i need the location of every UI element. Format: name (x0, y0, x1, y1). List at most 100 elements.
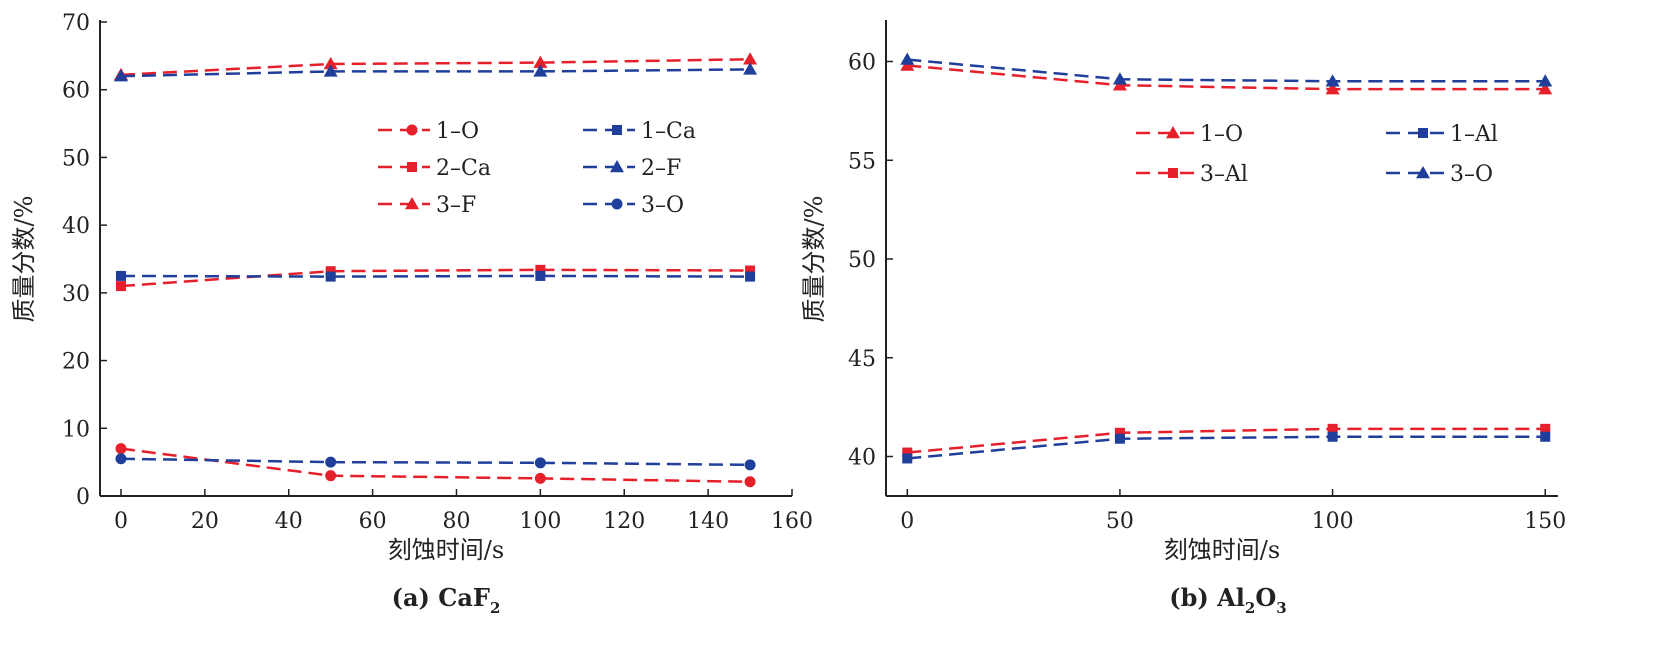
data-point (533, 64, 548, 77)
legend-marker (407, 162, 417, 172)
legend-marker (612, 125, 622, 135)
series-line (907, 427, 1546, 454)
data-point (1325, 74, 1340, 87)
legend-item: 3–F (378, 193, 476, 218)
data-point (1540, 431, 1551, 442)
data-point (743, 52, 758, 65)
data-point (113, 69, 128, 82)
legend-label: 3–Al (1200, 162, 1248, 187)
legend-item: 3–O (1386, 162, 1493, 187)
legend-label: 1–Ca (641, 119, 696, 144)
x-tick-label: 100 (1312, 509, 1354, 534)
chart-panel-a: 0 10 20 30 40 50 60 70 0 20 40 60 80 100 120 140 160 刻蚀时间… (10, 11, 813, 617)
data-point (323, 56, 338, 70)
legend-label: 3–O (641, 193, 684, 218)
y-tick-label: 30 (62, 282, 90, 307)
series-line (907, 435, 1546, 460)
y-tick-label: 40 (62, 214, 90, 239)
y-tick-label: 55 (848, 149, 876, 174)
y-tick-label: 10 (62, 417, 90, 442)
legend-marker (610, 160, 624, 173)
y-tick-label: 50 (848, 248, 876, 273)
y-tick-label: 40 (848, 446, 876, 471)
y-tick-label: 70 (62, 11, 90, 36)
series-3–O (115, 453, 756, 471)
x-tick-label: 150 (1524, 509, 1566, 534)
data-point (902, 447, 913, 458)
y-tick-label: 60 (848, 51, 876, 76)
data-point (325, 271, 336, 282)
legend-label: 1–O (1200, 122, 1243, 147)
data-point (745, 265, 756, 276)
legend-item: 1–O (378, 119, 479, 144)
data-point (533, 55, 548, 68)
caption-main: CaF (438, 583, 490, 612)
series-line (120, 274, 751, 278)
legend-item: 1–O (1136, 122, 1243, 147)
data-point (115, 443, 127, 455)
legend-item: 2–Ca (378, 156, 491, 181)
x-tick-label: 140 (687, 509, 729, 534)
caption-subscript: 2 (490, 599, 500, 617)
series-line (120, 57, 751, 77)
data-point (115, 281, 126, 292)
caption-subscript-2: 3 (1276, 599, 1286, 617)
data-point (534, 472, 546, 484)
data-point (323, 64, 338, 77)
x-tick-label: 20 (191, 509, 219, 534)
data-point (745, 271, 756, 282)
series-line (120, 447, 751, 484)
x-tick-label: 160 (771, 509, 813, 534)
x-tick-label: 40 (275, 509, 303, 534)
legend: 1–O 2–Ca 3–F 1–Ca 2–F 3–O (378, 119, 696, 218)
legend-marker (405, 197, 419, 210)
y-axis-label: 质量分数/% (800, 196, 828, 323)
y-axis-label: 质量分数/% (10, 196, 38, 323)
legend: 1–O 3–Al 1–Al 3–O (1136, 122, 1498, 187)
data-point (902, 453, 913, 464)
data-point (1114, 433, 1125, 444)
legend-marker (1168, 168, 1178, 178)
legend-item: 1–Al (1386, 122, 1498, 147)
legend-marker (406, 124, 418, 136)
data-point (534, 457, 546, 469)
x-tick-label: 0 (114, 509, 128, 534)
data-point (115, 453, 127, 465)
data-point (325, 470, 337, 482)
caption-subscript: 2 (1245, 599, 1255, 617)
series-line (907, 64, 1546, 91)
series-1–Al (902, 431, 1551, 464)
data-point (325, 456, 337, 468)
legend-marker (1166, 126, 1180, 139)
data-point (744, 476, 756, 488)
series-line (907, 58, 1546, 83)
x-tick-label: 100 (519, 509, 561, 534)
data-point (1538, 74, 1553, 87)
series-3–F (113, 52, 758, 81)
legend-marker (1416, 166, 1430, 179)
data-point (744, 459, 756, 471)
panel-caption: (b) Al2O3 (1169, 583, 1286, 617)
series-1–O (900, 58, 1553, 95)
legend-item: 2–F (583, 156, 681, 181)
data-point (1538, 82, 1553, 95)
data-point (535, 264, 546, 275)
x-tick-label: 50 (1106, 509, 1134, 534)
x-tick-label: 0 (900, 509, 914, 534)
legend-item: 3–Al (1136, 162, 1248, 187)
legend-item: 3–O (583, 193, 684, 218)
caption-prefix: (b) (1169, 583, 1217, 612)
data-point (1112, 72, 1127, 85)
data-point (535, 270, 546, 281)
legend-marker (611, 198, 623, 210)
data-point (743, 62, 758, 75)
data-point (325, 266, 336, 277)
legend-item: 1–Ca (583, 119, 696, 144)
legend-label: 2–F (641, 156, 681, 181)
legend-label: 2–Ca (436, 156, 491, 181)
legend-marker (1418, 128, 1428, 138)
x-tick-label: 60 (359, 509, 387, 534)
caption-main: Al (1216, 583, 1245, 612)
